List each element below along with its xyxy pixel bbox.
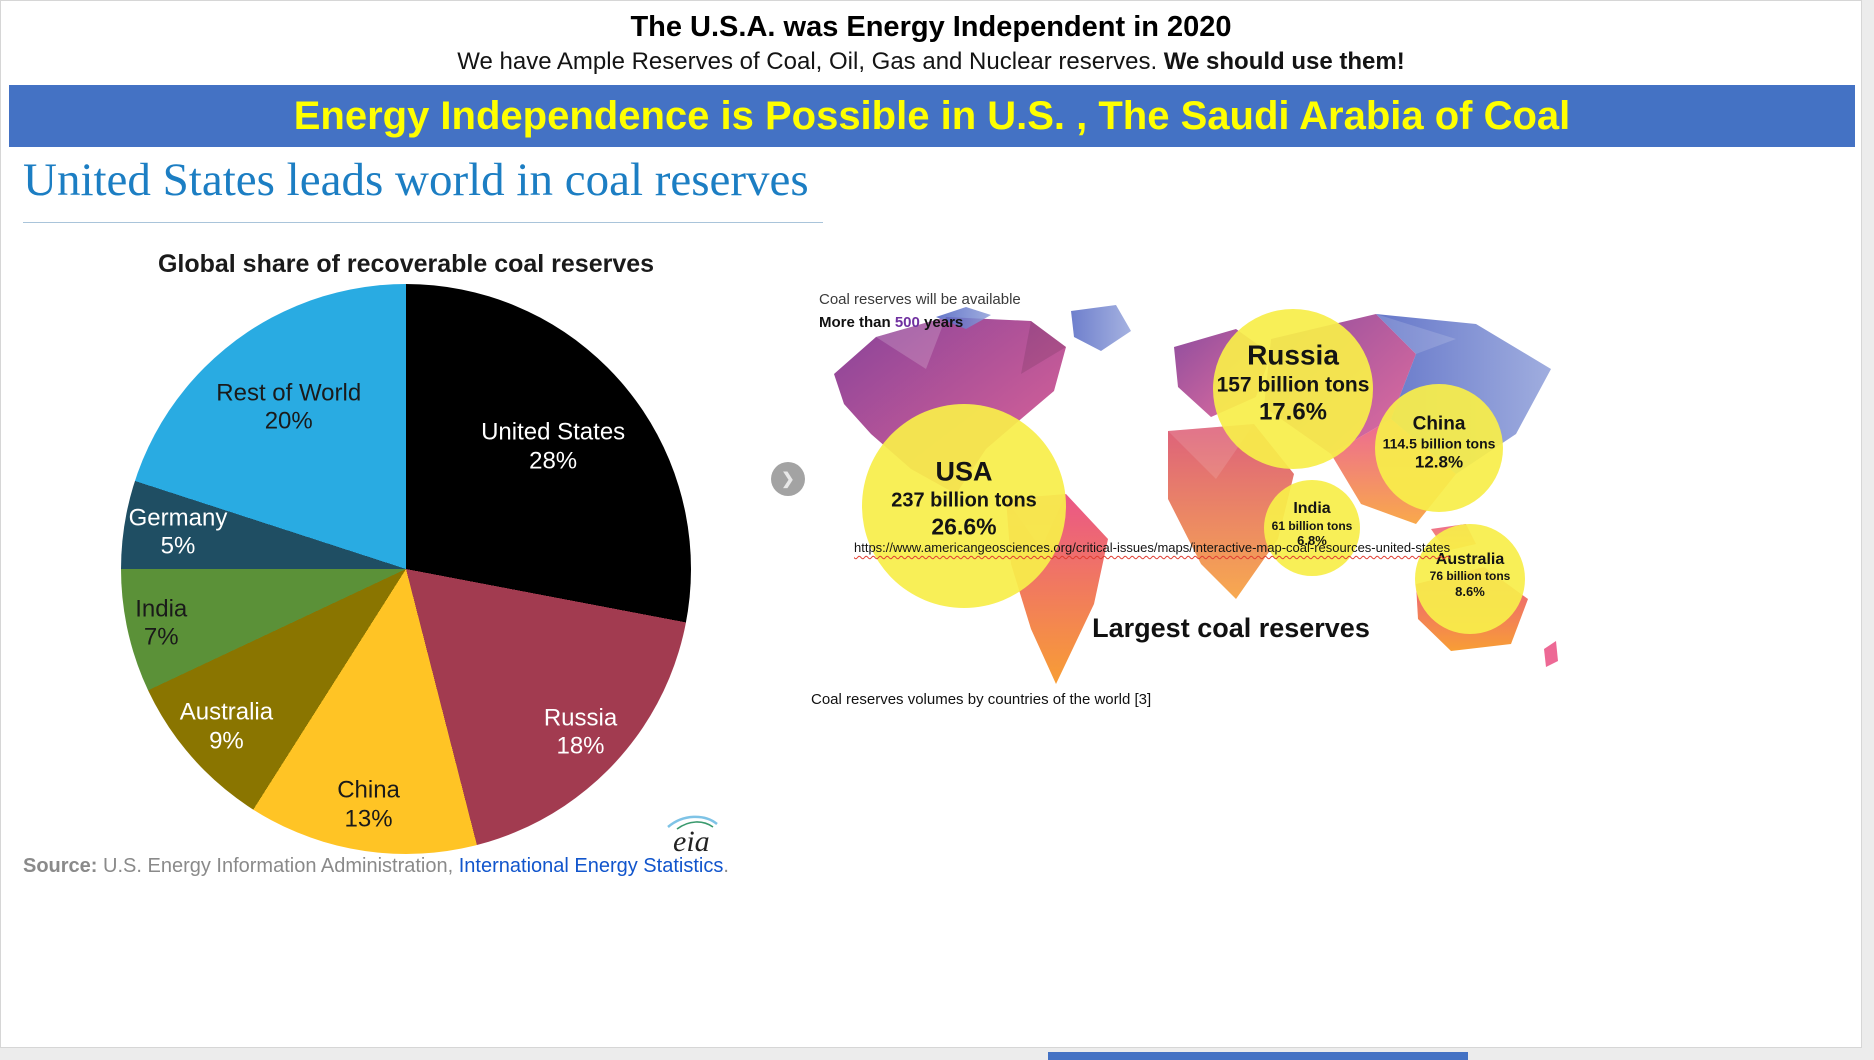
- pie-box: United States 28% Russia 18% China 13% Austral…: [121, 284, 691, 854]
- banner: Energy Independence is Possible in U.S. …: [9, 85, 1855, 147]
- bubble-overlay: USA 237 billion tons 26.6% Russia 157 billio…: [816, 299, 1566, 694]
- map-note-line1: Coal reserves will be available: [819, 291, 1021, 308]
- eia-logo-text: eia: [673, 825, 710, 857]
- bubble-label-australia: Australia 76 billion tons 8.6%: [1429, 550, 1511, 599]
- bubble-china: [1375, 384, 1503, 512]
- map-note-line2: More than 500 years: [819, 312, 1021, 335]
- heading-underline: [23, 222, 823, 223]
- world-map: USA 237 billion tons 26.6% Russia 157 billio…: [816, 299, 1566, 694]
- source-text: U.S. Energy Information Administration,: [97, 855, 459, 877]
- bubble-india: [1264, 480, 1360, 576]
- bubble-australia: [1415, 524, 1525, 634]
- source-line: Source: U.S. Energy Information Administ…: [23, 855, 729, 878]
- slide-subtitle: We have Ample Reserves of Coal, Oil, Gas…: [1, 48, 1861, 76]
- slide-title: The U.S.A. was Energy Independent in 202…: [630, 11, 1232, 43]
- pie-label-rest-of-world: Rest of World 20%: [216, 379, 362, 435]
- pie-label-india: India 7%: [135, 595, 188, 651]
- source-label: Source:: [23, 855, 98, 877]
- bubble-label-russia: Russia 157 billion tons 17.6%: [1216, 339, 1370, 426]
- pie-label-australia: Australia 9%: [179, 699, 274, 755]
- source-url-link[interactable]: https://www.americangeosciences.org/crit…: [854, 540, 1451, 555]
- eia-logo: eia: [663, 811, 721, 862]
- bottom-strip: [1048, 1052, 1468, 1060]
- pie-label-germany: Germany 5%: [128, 504, 228, 560]
- arrow-glyph: ❯: [781, 471, 795, 488]
- bubble-usa: [862, 404, 1066, 608]
- subtitle-normal: We have Ample Reserves of Coal, Oil, Gas…: [457, 48, 1158, 75]
- note-years-value: 500: [894, 313, 920, 331]
- section-heading: United States leads world in coal reserv…: [23, 154, 809, 206]
- map-title: Largest coal reserves: [1092, 613, 1370, 643]
- collage-arrow-icon: ❯: [771, 462, 805, 496]
- map-note: Coal reserves will be available More tha…: [819, 289, 1021, 334]
- pie-chart: [121, 284, 691, 854]
- note-years-suffix: years: [919, 313, 964, 331]
- pie-label-china: China 13%: [337, 777, 400, 833]
- map-caption: Coal reserves volumes by countries of th…: [811, 691, 1152, 708]
- source-link[interactable]: International Energy Statistics: [458, 855, 724, 877]
- bubble-label-india: India 61 billion tons 6.8%: [1271, 500, 1353, 549]
- pie-chart-title: Global share of recoverable coal reserve…: [157, 250, 655, 278]
- note-more-than: More than: [819, 313, 895, 331]
- pie-label-russia: Russia 18%: [543, 704, 618, 760]
- pie-label-united-states: United States 28%: [481, 418, 626, 475]
- bubble-label-china: China 114.5 billion tons 12.8%: [1382, 413, 1496, 472]
- bubble-label-usa: USA 237 billion tons 26.6%: [891, 456, 1037, 540]
- subtitle-bold: We should use them!: [1157, 48, 1405, 75]
- banner-text: Energy Independence is Possible in U.S. …: [293, 93, 1571, 138]
- bubble-russia: [1213, 309, 1373, 469]
- source-period: .: [723, 855, 729, 877]
